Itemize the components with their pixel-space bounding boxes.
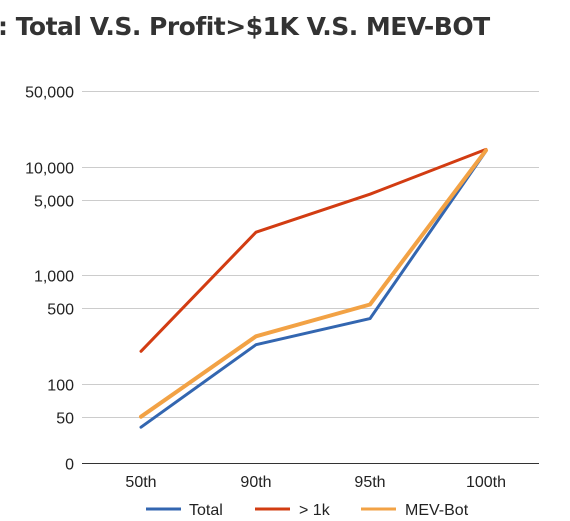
y-tick-label: 100 <box>47 378 74 395</box>
series-line-1k <box>139 147 488 353</box>
y-tick-label: 0 <box>65 457 74 474</box>
y-tick-label: 50 <box>56 411 74 428</box>
y-tick-label: 5,000 <box>34 194 74 211</box>
y-tick-label: 10,000 <box>25 161 74 178</box>
gridlines <box>82 91 539 418</box>
y-tick-label: 50,000 <box>25 85 74 102</box>
x-tick-label: 95th <box>354 474 385 491</box>
series-lines <box>139 147 488 429</box>
legend-label: Total <box>189 502 223 519</box>
series-line-total <box>139 149 488 429</box>
legend-label: MEV-Bot <box>405 502 469 519</box>
x-tick-label: 90th <box>240 474 271 491</box>
series-line-mev-bot <box>139 148 488 419</box>
y-tick-label: 1,000 <box>34 269 74 286</box>
legend-label: > 1k <box>299 502 331 519</box>
x-tick-label: 50th <box>125 474 156 491</box>
y-tick-label: 500 <box>47 302 74 319</box>
x-tick-label: 100th <box>466 474 506 491</box>
legend: Total > 1k MEV-Bot <box>146 502 469 519</box>
chart-title: : Total V.S. Profit>$1K V.S. MEV-BOT <box>0 12 490 41</box>
